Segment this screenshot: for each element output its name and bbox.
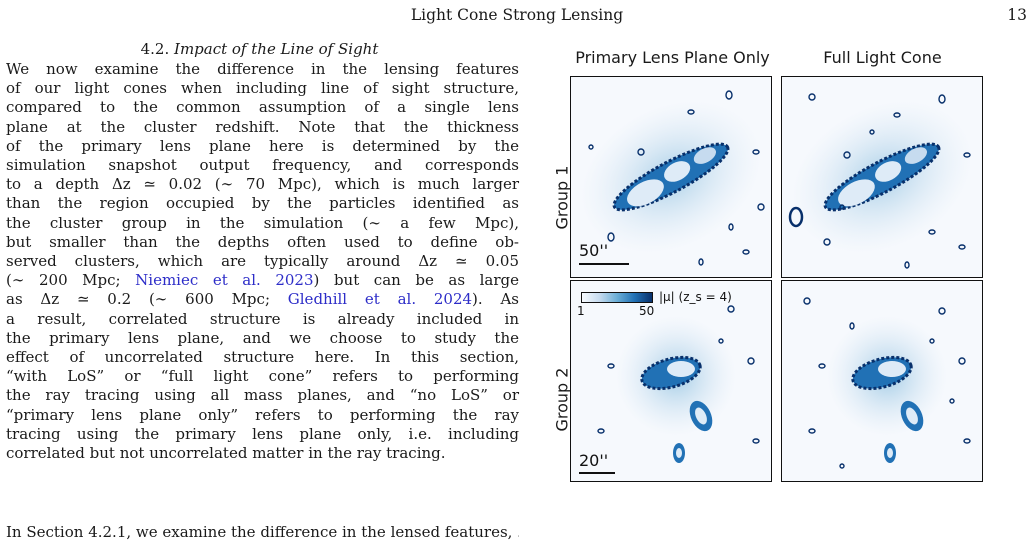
text-fragment: (∼ 200 Mpc;: [6, 271, 136, 290]
section-title: Impact of the Line of Sight: [174, 40, 379, 58]
text-fragment: ) but can be as large: [313, 271, 519, 290]
text-line: “with LoS” or “full light cone” refers t…: [6, 367, 519, 386]
column-title-full: Full Light Cone: [823, 48, 942, 67]
scalebar-line: [579, 263, 629, 265]
panel-group2-primary: 1 50 |μ| (z_s = 4) 20'': [570, 280, 772, 482]
text-line: than the region occupied by the particle…: [6, 194, 519, 213]
text-line: compared to the common assumption of a s…: [6, 98, 519, 117]
scalebar-line: [579, 472, 615, 474]
text-fragment: as Δz ≃ 0.2 (∼ 600 Mpc;: [6, 290, 288, 309]
body-paragraph: We now examine the difference in the len…: [6, 60, 519, 463]
colorbar: 1 50 |μ| (z_s = 4): [577, 287, 767, 327]
text-line-with-citation: (∼ 200 Mpc; Niemiec et al. 2023) but can…: [6, 271, 519, 290]
lensing-map-image: [788, 93, 973, 269]
row-label-group1: Group 1: [552, 165, 572, 230]
text-line: served clusters, which are typically aro…: [6, 252, 519, 271]
lensing-map-image: [597, 305, 760, 463]
scalebar-label: 20'': [579, 451, 609, 470]
colorbar-gradient: [581, 292, 653, 303]
column-title-primary: Primary Lens Plane Only: [575, 48, 770, 67]
figure-magnification-maps: Primary Lens Plane Only Full Light Cone …: [540, 48, 1030, 538]
lensing-map-image: [803, 297, 971, 469]
citation-link-gledhill[interactable]: Gledhill et al. 2024: [287, 290, 473, 309]
text-line: the ray tracing using all mass planes, a…: [6, 386, 519, 405]
panel-group1-primary: 50'': [570, 76, 772, 278]
scalebar-20arcsec: 20'': [579, 451, 615, 474]
running-head-title: Light Cone Strong Lensing: [410, 6, 624, 24]
colorbar-max-label: 50: [639, 304, 655, 318]
text-line: of our light cones when including line o…: [6, 79, 519, 98]
colorbar-min-label: 1: [577, 304, 585, 318]
next-paragraph-partial: In Section 4.2.1, we examine the differe…: [6, 523, 519, 541]
text-line: but smaller than the depths often used t…: [6, 232, 519, 251]
section-heading: 4.2. Impact of the Line of Sight: [0, 40, 519, 58]
text-line: plane at the cluster redshift. Note that…: [6, 117, 519, 136]
scalebar-label: 50'': [579, 241, 609, 260]
text-line: of the primary lens plane here is determ…: [6, 136, 519, 155]
text-line: the cluster group in the simulation (∼ a…: [6, 213, 519, 232]
panel-group2-full: [781, 280, 983, 482]
panel-group1-full: [781, 76, 983, 278]
text-line: effect of uncorrelated structure here. I…: [6, 348, 519, 367]
page-number: 13: [1007, 6, 1027, 24]
scalebar-50arcsec: 50'': [579, 241, 629, 265]
text-line: to a depth Δz ≃ 0.02 (∼ 70 Mpc), which i…: [6, 175, 519, 194]
text-fragment: ). As: [472, 290, 519, 309]
text-line: a result, correlated structure is alread…: [6, 309, 519, 328]
text-line-with-citation: as Δz ≃ 0.2 (∼ 600 Mpc; Gledhill et al. …: [6, 290, 519, 309]
text-line: correlated but not uncorrelated matter i…: [6, 444, 446, 463]
lensing-map-image: [580, 90, 765, 266]
section-number: 4.2.: [140, 40, 170, 58]
running-head: Light Cone Strong Lensing 13: [0, 4, 1034, 28]
text-line: We now examine the difference in the len…: [6, 60, 519, 78]
text-line: tracing using the primary lens plane onl…: [6, 424, 519, 443]
row-label-group2: Group 2: [552, 367, 572, 432]
colorbar-quantity-label: |μ| (z_s = 4): [659, 290, 732, 304]
text-line: the primary lens plane, and we choose to…: [6, 328, 519, 347]
text-line: simulation snapshot output frequency, an…: [6, 156, 519, 175]
citation-link-niemiec[interactable]: Niemiec et al. 2023: [135, 271, 314, 290]
text-line: “primary lens plane only” refers to perf…: [6, 405, 519, 424]
